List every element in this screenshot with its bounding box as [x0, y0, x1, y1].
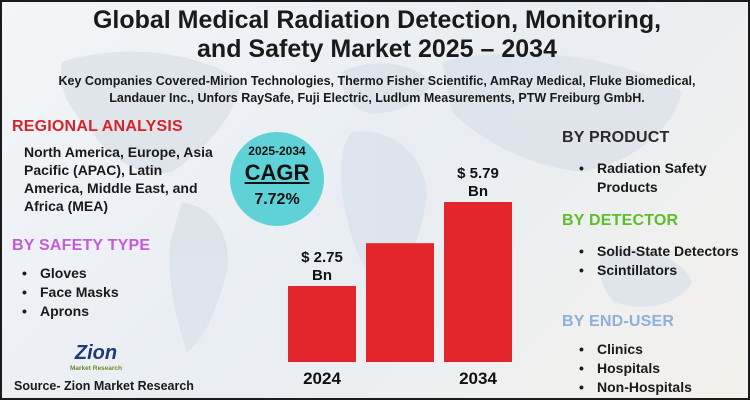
detector-list: Solid-State Detectors Scintillators: [577, 242, 747, 280]
key-companies-line-1: Key Companies Covered-Mirion Technologie…: [58, 74, 696, 88]
end-user-list: Clinics Hospitals Non-Hospitals: [577, 340, 747, 397]
key-companies-line-2: Landauer Inc., Unfors RaySafe, Fuji Elec…: [109, 91, 645, 105]
source-note: Source- Zion Market Research: [14, 379, 194, 393]
regional-analysis-text: North America, Europe, Asia Pacific (APA…: [24, 144, 213, 214]
end-user-item-hospitals: Hospitals: [577, 359, 747, 378]
product-list: Radiation Safety Products: [577, 159, 747, 197]
map-north-america: [61, 51, 243, 173]
detector-item-solid-state: Solid-State Detectors: [577, 242, 747, 261]
key-companies: Key Companies Covered-Mirion Technologie…: [22, 73, 732, 107]
bar-data-label-0: $ 2.75 Bn: [301, 249, 343, 284]
x-tick-label-2: 2034: [459, 369, 497, 388]
logo-word: Zion: [74, 342, 118, 364]
logo-subtext: Market Research: [69, 365, 123, 372]
x-tick-label-0: 2024: [303, 369, 341, 388]
cagr-badge: 2025-2034 CAGR 7.72%: [230, 132, 324, 226]
detector-heading: BY DETECTOR: [562, 212, 679, 229]
bar-0: [288, 286, 356, 362]
safety-type-list: Gloves Face Masks Aprons: [20, 264, 119, 321]
safety-type-item-face-masks: Face Masks: [20, 283, 119, 302]
safety-type-item-gloves: Gloves: [20, 264, 119, 283]
page-title: Global Medical Radiation Detection, Moni…: [2, 6, 748, 64]
cagr-value: 7.72%: [254, 191, 300, 208]
end-user-item-non-hospitals: Non-Hospitals: [577, 378, 747, 397]
map-south-america: [169, 202, 228, 352]
regional-analysis-heading: REGIONAL ANALYSIS: [12, 118, 183, 135]
bar-data-label-2: $ 5.79 Bn: [457, 165, 499, 200]
map-europe: [341, 63, 432, 114]
market-size-bar-chart: $ 2.75 Bn 2024 $ 5.79 Bn 2034: [288, 165, 512, 388]
end-user-heading: BY END-USER: [562, 313, 675, 330]
safety-type-heading: BY SAFETY TYPE: [12, 237, 151, 254]
cagr-label: CAGR: [244, 160, 310, 185]
title-line-2: and Safety Market 2025 – 2034: [197, 35, 557, 63]
bar-1: [366, 243, 434, 362]
end-user-item-clinics: Clinics: [577, 340, 747, 359]
bar-2: [444, 202, 512, 362]
product-item-radiation-safety: Radiation Safety Products: [577, 159, 747, 197]
zion-logo: Zion Market Research: [66, 342, 126, 376]
product-heading: BY PRODUCT: [562, 129, 670, 146]
cagr-years: 2025-2034: [248, 144, 306, 158]
map-asia: [442, 53, 682, 172]
safety-type-item-aprons: Aprons: [20, 302, 119, 321]
title-line-1: Global Medical Radiation Detection, Moni…: [92, 6, 662, 34]
detector-item-scintillators: Scintillators: [577, 261, 747, 280]
